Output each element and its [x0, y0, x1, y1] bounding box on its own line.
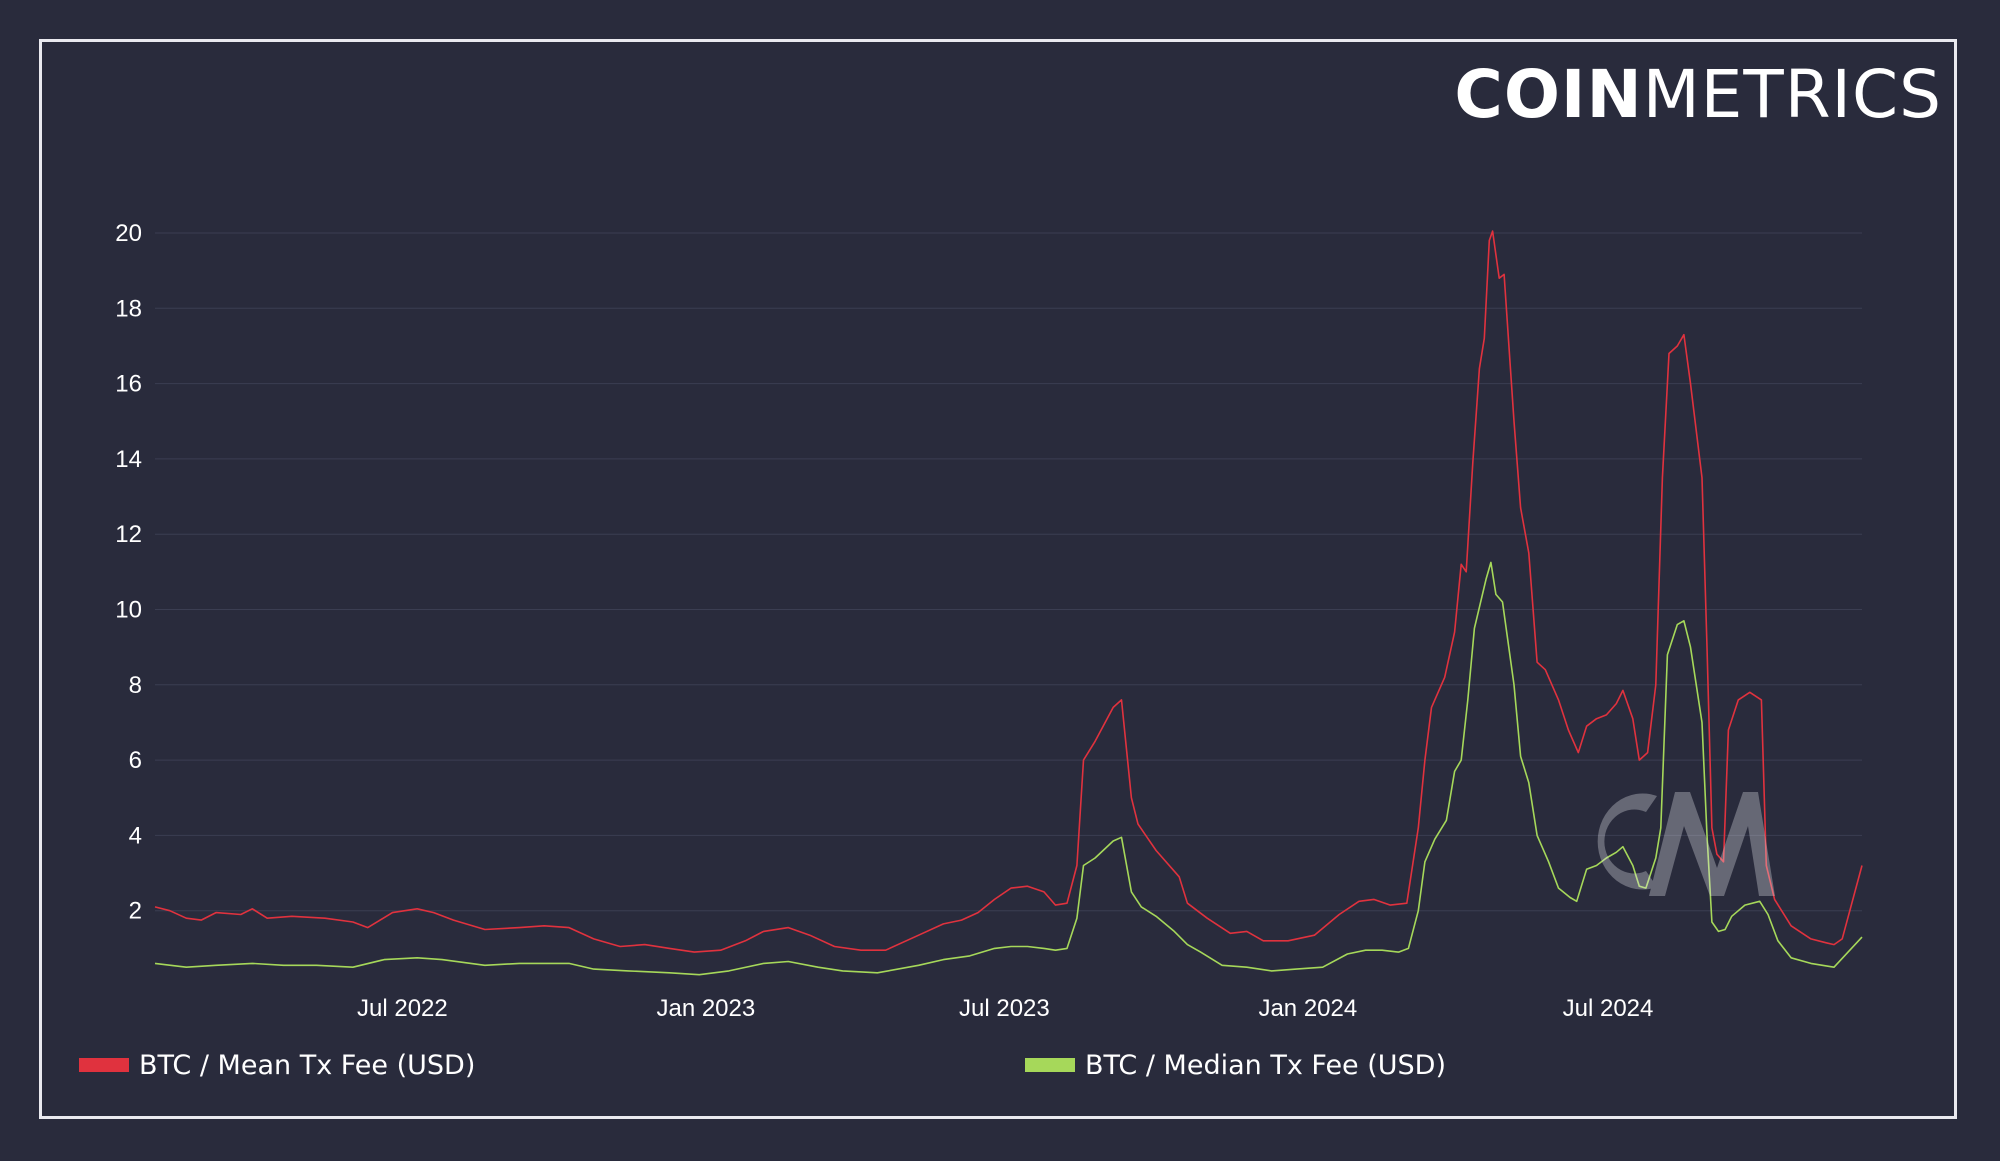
- legend-item-median[interactable]: BTC / Median Tx Fee (USD): [1025, 1047, 1446, 1083]
- legend-item-mean[interactable]: BTC / Mean Tx Fee (USD): [79, 1047, 475, 1083]
- x-tick-label-0: Jul 2022: [357, 995, 448, 1022]
- x-tick-label-1: Jan 2023: [656, 995, 755, 1022]
- y-tick-label-18: 18: [115, 295, 142, 322]
- x-axis-ticks: Jul 2022 Jan 2023 Jul 2023 Jan 2024 Jul 2024: [357, 995, 1653, 1022]
- x-tick-label-2: Jul 2023: [959, 995, 1050, 1022]
- y-tick-label-10: 10: [115, 597, 142, 624]
- y-tick-label-14: 14: [115, 446, 142, 473]
- series-group: [154, 230, 1863, 976]
- coinmetrics-logo: COINMETRICS: [1454, 62, 1942, 128]
- y-tick-label-6: 6: [129, 747, 142, 774]
- cm-logo-watermark: [1597, 792, 1775, 896]
- y-tick-label-8: 8: [129, 672, 142, 699]
- series-line-0: [154, 230, 1863, 953]
- legend-swatch-mean: [79, 1058, 129, 1072]
- x-tick-label-3: Jan 2024: [1258, 995, 1357, 1022]
- series-line-1: [154, 561, 1863, 976]
- x-tick-label-4: Jul 2024: [1563, 995, 1654, 1022]
- y-tick-label-20: 20: [115, 220, 142, 247]
- y-tick-label-12: 12: [115, 521, 142, 548]
- y-tick-label-2: 2: [129, 898, 142, 925]
- y-axis-ticks: 2 4 6 8 10 12 14 16 18 20: [115, 220, 142, 925]
- logo-text-bold: COIN: [1454, 56, 1643, 133]
- legend-swatch-median: [1025, 1058, 1075, 1072]
- logo-text-light: METRICS: [1642, 56, 1942, 133]
- y-tick-label-16: 16: [115, 371, 142, 398]
- legend-label-median: BTC / Median Tx Fee (USD): [1085, 1049, 1447, 1081]
- y-tick-label-4: 4: [129, 822, 142, 849]
- grid-lines: [155, 232, 1862, 912]
- legend-label-mean: BTC / Mean Tx Fee (USD): [139, 1049, 476, 1081]
- chart-frame: [39, 39, 1957, 1119]
